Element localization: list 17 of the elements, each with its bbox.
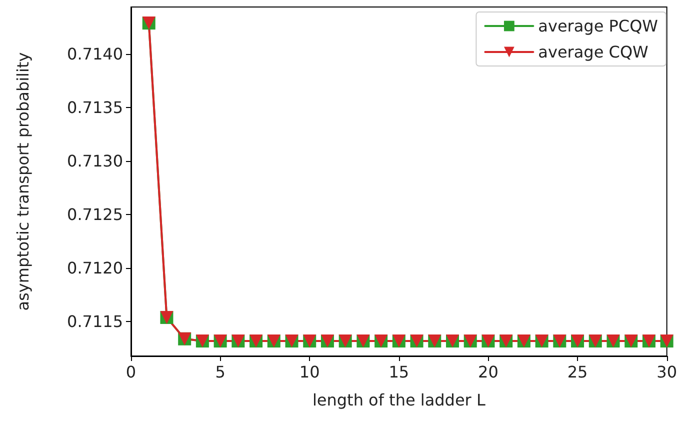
x-tick-label: 5 <box>215 362 226 382</box>
x-tick-label: 25 <box>567 362 588 382</box>
legend-label: average PCQW <box>538 16 658 36</box>
y-tick-label: 0.7135 <box>67 98 123 118</box>
y-tick-label: 0.7130 <box>67 152 123 171</box>
y-tick-label: 0.7115 <box>67 312 123 332</box>
y-tick-label: 0.7140 <box>67 44 123 64</box>
x-tick-label: 20 <box>478 362 498 382</box>
x-axis-title: length of the ladder L <box>312 390 486 410</box>
x-tick-label: 30 <box>656 362 677 382</box>
x-tick-label: 15 <box>388 362 410 382</box>
x-tick-label: 0 <box>126 362 136 382</box>
y-tick-label: 0.7125 <box>67 205 123 224</box>
y-tick-label: 0.7120 <box>67 258 123 278</box>
x-tick-label: 10 <box>299 362 320 382</box>
y-axis-title: asymptotic transport probability <box>14 52 32 311</box>
legend-label: average CQW <box>538 42 649 62</box>
